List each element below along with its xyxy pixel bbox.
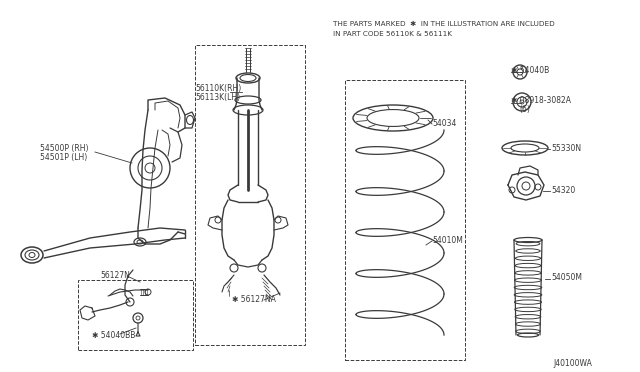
- Text: ✱ 56127NA: ✱ 56127NA: [232, 295, 276, 305]
- Bar: [345, 80, 465, 360]
- Text: (6): (6): [519, 105, 530, 113]
- Text: ✱ 54040BB: ✱ 54040BB: [92, 331, 136, 340]
- Text: ✱ 08918-3082A: ✱ 08918-3082A: [511, 96, 571, 105]
- Text: 54010M: 54010M: [432, 235, 463, 244]
- Bar: [195, 45, 305, 345]
- Bar: [78, 280, 193, 350]
- Text: 56110K(RH): 56110K(RH): [195, 83, 241, 93]
- Text: 54320: 54320: [551, 186, 575, 195]
- Text: ✱ 54040B: ✱ 54040B: [511, 65, 549, 74]
- Text: 54500P (RH): 54500P (RH): [40, 144, 88, 153]
- Text: IN PART CODE 56110K & 56111K: IN PART CODE 56110K & 56111K: [333, 31, 452, 37]
- Text: 54034: 54034: [432, 119, 456, 128]
- Text: THE PARTS MARKED  ✱  IN THE ILLUSTRATION ARE INCLUDED: THE PARTS MARKED ✱ IN THE ILLUSTRATION A…: [333, 21, 555, 27]
- Text: 56127N: 56127N: [100, 270, 130, 279]
- Text: 56113K(LH): 56113K(LH): [195, 93, 240, 102]
- Text: J40100WA: J40100WA: [553, 359, 592, 369]
- Text: 55330N: 55330N: [551, 144, 581, 153]
- Text: 54501P (LH): 54501P (LH): [40, 153, 87, 161]
- Text: 54050M: 54050M: [551, 273, 582, 282]
